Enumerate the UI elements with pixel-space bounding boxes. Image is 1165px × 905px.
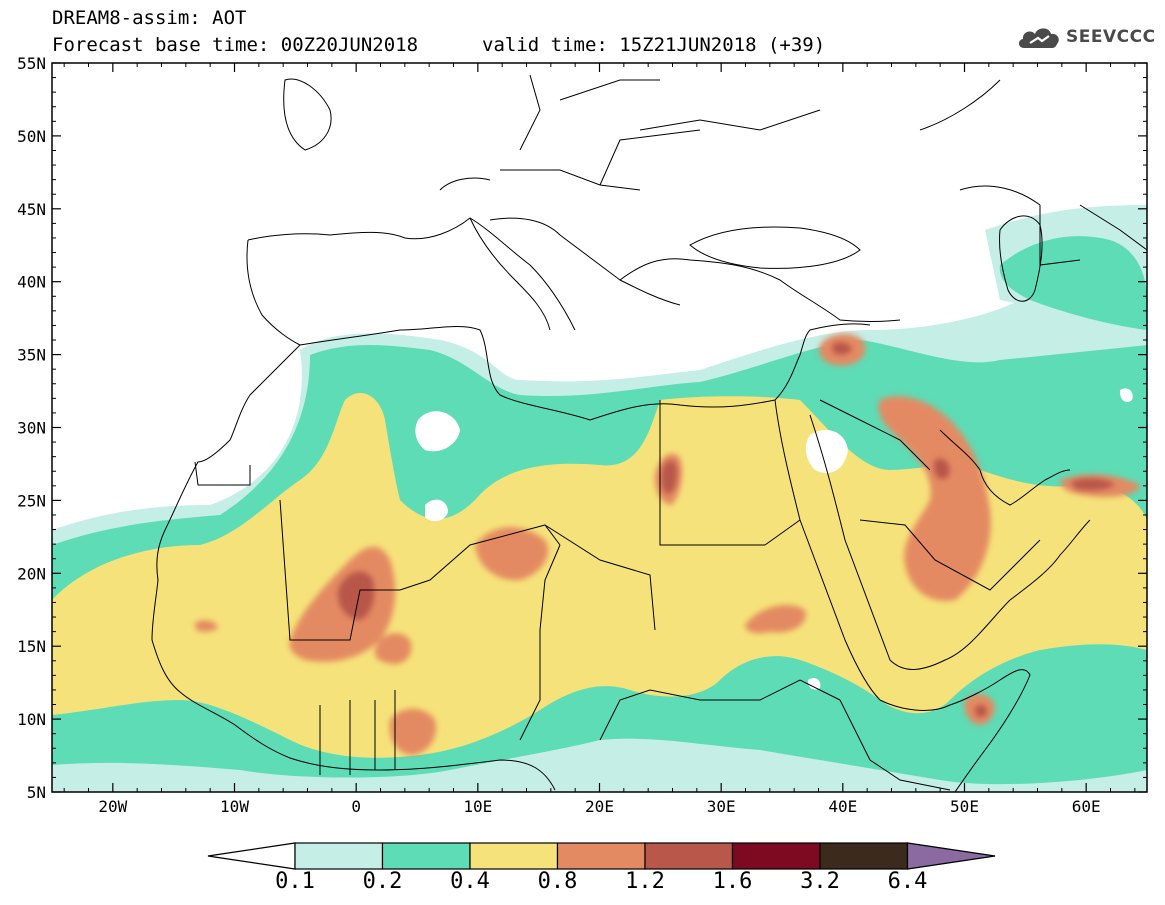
lon-label: 30E	[707, 797, 736, 816]
colorbar-swatch	[556, 842, 646, 870]
cloud-icon	[1018, 28, 1059, 48]
aot-clear-patches	[415, 388, 1133, 690]
lat-label: 30N	[17, 419, 46, 438]
colorbar-swatch	[381, 842, 471, 870]
lat-label: 45N	[17, 200, 46, 219]
colorbar-level-label: 0.1	[275, 869, 315, 894]
lat-label: 50N	[17, 127, 46, 146]
colorbar-level-label: 1.6	[712, 869, 753, 894]
longitude-axis: 20W 10W 0 10E 20E 30E 40E 50E 60E	[63, 63, 1136, 816]
lat-label: 35N	[17, 346, 46, 365]
lon-label: 20W	[98, 797, 127, 816]
colorbar-swatch	[644, 842, 734, 870]
forecast-base-time: Forecast base time: 00Z20JUN2018	[52, 34, 419, 56]
lon-label: 20E	[585, 797, 614, 816]
aot-band-1-2	[337, 342, 1115, 718]
colorbar-swatch	[294, 842, 384, 870]
lon-label: 50E	[950, 797, 979, 816]
aot-fields	[52, 205, 1147, 792]
lat-label: 15N	[17, 637, 46, 656]
lon-label: 10W	[220, 797, 249, 816]
coastlines-and-borders	[151, 74, 1147, 792]
colorbar-over-arrow	[906, 842, 996, 870]
lat-label: 20N	[17, 564, 46, 583]
seevccc-logo: SEEVCCC	[1016, 22, 1156, 52]
colorbar-level-label: 1.2	[625, 869, 665, 894]
latitude-axis: 55N 50N 45N 40N 35N 30N 25N 20N 15N 10N 5N	[17, 54, 1147, 802]
aot-band-0-4	[52, 392, 1147, 758]
colorbar-level-label: 0.4	[450, 869, 490, 894]
colorbar	[207, 842, 996, 870]
logo-text: SEEVCCC	[1066, 27, 1156, 47]
colorbar-under-arrow	[207, 842, 296, 870]
lat-label: 25N	[17, 491, 46, 510]
lat-label: 55N	[17, 54, 46, 73]
lon-label: 10E	[463, 797, 492, 816]
valid-time: valid time: 15Z21JUN2018 (+39)	[482, 34, 826, 56]
title-line-1: DREAM8-assim: AOT	[52, 7, 247, 29]
colorbar-swatch	[469, 842, 559, 870]
lat-label: 40N	[17, 273, 46, 292]
colorbar-swatch	[819, 842, 909, 870]
colorbar-swatch	[731, 842, 821, 870]
lon-label: 60E	[1072, 797, 1101, 816]
colorbar-level-label: 6.4	[887, 869, 928, 894]
colorbar-level-label: 3.2	[800, 869, 840, 894]
lon-label: 0	[351, 797, 361, 816]
lat-label: 10N	[17, 710, 46, 729]
lon-label: 40E	[828, 797, 857, 816]
lat-label: 5N	[27, 783, 46, 802]
colorbar-level-label: 0.8	[537, 869, 578, 894]
colorbar-level-label: 0.2	[362, 869, 403, 894]
